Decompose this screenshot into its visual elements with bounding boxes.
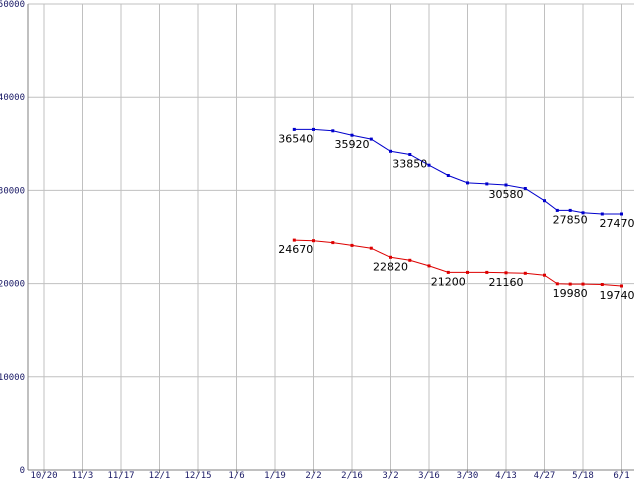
data-point [369, 137, 373, 141]
data-point [369, 246, 373, 250]
data-point [568, 282, 572, 286]
data-point [331, 129, 335, 133]
x-tick-label: 3/16 [418, 471, 440, 480]
y-tick-label: 30000 [0, 186, 25, 196]
data-point [292, 127, 296, 131]
data-label: 24670 [278, 243, 313, 256]
y-tick-label: 0 [20, 466, 25, 476]
x-tick-label: 1/19 [264, 471, 286, 480]
data-point [543, 199, 546, 203]
data-point [581, 282, 585, 286]
data-point [568, 208, 572, 212]
data-point [466, 181, 469, 185]
x-tick-label: 6/1 [613, 471, 629, 480]
data-point [427, 163, 431, 167]
x-tick-label: 12/15 [184, 471, 211, 480]
data-point [466, 270, 469, 274]
data-point [504, 271, 508, 275]
data-label: 22820 [373, 260, 408, 273]
x-tick-label: 1/6 [228, 471, 244, 480]
data-point [485, 270, 489, 274]
data-point [523, 271, 527, 275]
data-point [408, 258, 412, 262]
x-tick-label: 4/13 [495, 471, 517, 480]
data-point [292, 238, 296, 242]
data-label: 27470 [600, 217, 635, 230]
data-point [312, 127, 315, 131]
plot-area [28, 4, 634, 470]
data-point [350, 133, 354, 137]
data-label: 35920 [335, 138, 370, 151]
x-tick-label: 2/16 [341, 471, 363, 480]
data-point [555, 208, 559, 212]
x-tick-label: 4/27 [534, 471, 556, 480]
data-label: 21200 [431, 275, 466, 288]
data-point [331, 241, 335, 245]
y-tick-label: 20000 [0, 280, 25, 290]
data-label: 21160 [489, 276, 524, 289]
data-point [543, 273, 546, 277]
data-label: 27850 [553, 213, 588, 226]
x-tick-label: 2/2 [305, 471, 321, 480]
x-tick-label: 11/3 [72, 471, 94, 480]
data-point [600, 283, 604, 286]
data-label: 33850 [392, 158, 427, 171]
series-1: 36540 35920 33850 30580 27850 27470 [278, 127, 635, 230]
data-point [523, 187, 527, 190]
x-tick-label: 10/20 [30, 471, 57, 480]
data-label: 19980 [553, 287, 588, 300]
data-point [408, 153, 412, 156]
x-tick-label: 3/2 [382, 471, 398, 480]
data-point [600, 212, 604, 216]
y-tick-label: 50000 [0, 0, 25, 10]
data-point [446, 174, 450, 177]
series-2: 24670 22820 21200 21160 19980 19740 [278, 238, 635, 302]
y-tick-label: 10000 [0, 373, 25, 383]
y-tick-label: 40000 [0, 93, 25, 103]
data-point [427, 264, 431, 268]
data-point [555, 282, 559, 286]
data-label: 30580 [489, 188, 524, 201]
data-point [620, 284, 623, 288]
data-point [350, 243, 354, 247]
data-point [389, 255, 392, 259]
x-tick-label: 5/18 [572, 471, 594, 480]
data-point [581, 211, 585, 215]
data-point [504, 183, 508, 187]
data-point [389, 149, 392, 153]
data-point [312, 239, 315, 243]
data-point [620, 212, 623, 216]
x-tick-label: 12/1 [149, 471, 171, 480]
x-tick-label: 3/30 [457, 471, 479, 480]
data-point [485, 182, 489, 186]
data-label: 19740 [600, 289, 635, 302]
x-tick-label: 11/17 [107, 471, 134, 480]
data-point [446, 270, 450, 274]
data-label: 36540 [278, 132, 313, 145]
